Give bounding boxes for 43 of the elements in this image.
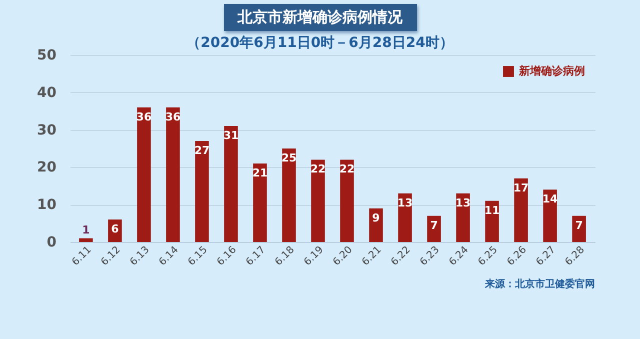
bar xyxy=(137,107,151,242)
data-label: 31 xyxy=(223,129,239,142)
bar xyxy=(456,193,470,242)
y-tick-label: 50 xyxy=(37,48,57,64)
y-tick-label: 10 xyxy=(37,197,57,214)
y-tick-label: 40 xyxy=(37,84,57,101)
bar xyxy=(224,126,238,242)
data-label: 13 xyxy=(397,196,413,210)
bar xyxy=(369,208,383,242)
data-label: 21 xyxy=(252,166,268,180)
bar xyxy=(485,200,499,242)
data-label: 25 xyxy=(281,152,297,164)
data-label: 11 xyxy=(484,204,500,217)
legend-label: 新增确诊病例 xyxy=(518,64,585,78)
bar xyxy=(79,238,93,242)
data-label: 36 xyxy=(136,110,152,124)
chart-subtitle: （2020年6月11日0时－6月28日24时） xyxy=(186,35,454,51)
bar xyxy=(166,107,180,242)
data-label: 36 xyxy=(165,110,181,124)
y-tick-label: 20 xyxy=(37,160,57,176)
bar xyxy=(340,160,354,242)
data-label: 22 xyxy=(310,162,326,176)
data-label: 27 xyxy=(194,144,210,158)
bar xyxy=(282,148,296,242)
data-label: 17 xyxy=(513,181,529,194)
bar xyxy=(311,160,325,242)
data-label: 9 xyxy=(372,211,380,224)
data-label: 13 xyxy=(455,196,471,210)
bar xyxy=(253,163,267,242)
bar xyxy=(195,141,209,242)
data-label: 22 xyxy=(339,162,355,176)
chart-title: 北京市新增确诊病例情况 xyxy=(224,4,416,31)
data-label: 6 xyxy=(111,222,120,236)
y-tick-label: 0 xyxy=(46,234,57,250)
source-note: 来源：北京市卫健委官网 xyxy=(485,277,595,291)
data-label: 7 xyxy=(575,218,583,232)
bar xyxy=(398,193,412,242)
bar xyxy=(572,216,586,242)
y-tick-label: 30 xyxy=(37,122,57,138)
data-label: 1 xyxy=(82,223,90,236)
data-label: 7 xyxy=(430,218,438,232)
bar xyxy=(427,216,441,242)
bar xyxy=(514,178,528,242)
